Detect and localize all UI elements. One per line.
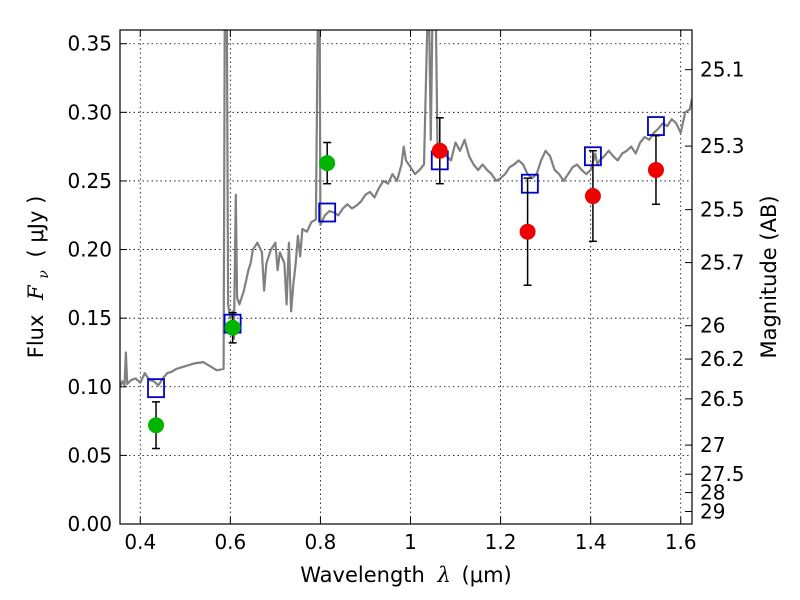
observed-flux-point <box>584 188 601 205</box>
y-tick-label: 0.00 <box>67 512 112 536</box>
model-flux-square <box>520 173 539 194</box>
y-tick-label: 0.35 <box>67 32 112 56</box>
data-layer <box>120 30 692 388</box>
y-tick-label: 0.20 <box>67 238 112 262</box>
magnitude-tick-label: 28 <box>700 481 725 505</box>
right-axis-title: Magnitude (AB) <box>757 195 781 358</box>
x-tick-label: 1.2 <box>485 530 517 554</box>
y-tick-label: 0.05 <box>67 443 112 467</box>
y-tick-label: 0.10 <box>67 375 112 399</box>
magnitude-tick-label: 27 <box>700 433 725 457</box>
model-flux-square <box>147 378 165 399</box>
y-tick-label: 0.30 <box>67 100 112 124</box>
spectrum-line <box>120 30 692 388</box>
magnitude-tick-label: 25.7 <box>700 251 745 275</box>
observed-flux-point <box>519 223 536 240</box>
grid-lines <box>120 30 692 525</box>
y-tick-label: 0.15 <box>67 306 112 330</box>
x-tick-label: 1.4 <box>575 530 607 554</box>
x-axis-title: Wavelength λ (μm) <box>300 563 511 587</box>
x-tick-label: 0.8 <box>305 530 337 554</box>
magnitude-tick-label: 26 <box>700 314 725 338</box>
observed-flux-point <box>224 319 241 336</box>
observed-flux-point <box>431 142 448 159</box>
axis-ticks: 0.4 0.6 0.8 1 1.2 1.4 1.6 0.00 0.05 0.10 0.15 0.20 0… <box>67 30 745 554</box>
magnitude-tick-label: 26.5 <box>700 387 745 411</box>
y-tick-label: 0.25 <box>67 169 112 193</box>
observed-flux-point <box>148 417 165 434</box>
magnitude-tick-label: 25.1 <box>700 58 745 82</box>
x-tick-label: 1 <box>404 530 417 554</box>
observed-flux-point <box>319 155 336 172</box>
magnitude-tick-label: 25.5 <box>700 198 745 222</box>
magnitude-tick-label: 27.5 <box>700 462 745 486</box>
observed-flux-point <box>647 161 664 178</box>
magnitude-tick-label: 29 <box>700 500 725 524</box>
x-tick-label: 0.6 <box>214 530 246 554</box>
error-bars <box>147 116 665 450</box>
magnitude-tick-label: 25.3 <box>700 134 745 158</box>
x-tick-label: 1.6 <box>665 530 697 554</box>
y-axis-title: Flux F ν ( μJy ) <box>24 196 53 359</box>
plot-frame <box>119 29 693 525</box>
magnitude-tick-label: 26.2 <box>700 347 745 371</box>
x-tick-label: 0.4 <box>124 530 156 554</box>
model-flux-square <box>318 202 337 223</box>
